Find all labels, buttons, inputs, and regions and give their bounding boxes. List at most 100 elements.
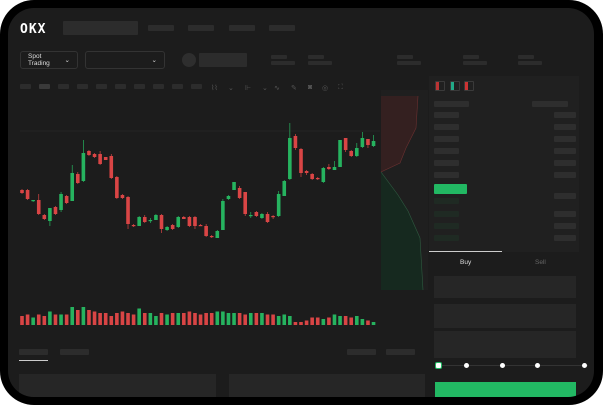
candlestick-chart[interactable] (8, 8, 594, 397)
orderbook-asks-icon[interactable] (464, 81, 474, 91)
ask-amount (554, 160, 576, 166)
candle-body (42, 215, 47, 219)
indicator-icon[interactable]: ⌇⌇ (211, 85, 218, 92)
stat-value (397, 61, 421, 65)
line-tool-icon[interactable]: ∿ (274, 85, 280, 92)
timeframe-button[interactable] (191, 84, 202, 89)
stat-label (518, 55, 534, 59)
filter-button[interactable] (386, 349, 415, 355)
candle-body (360, 138, 365, 147)
volume-bar (170, 313, 175, 325)
total-input[interactable] (434, 331, 576, 358)
candle-body (260, 214, 264, 218)
nav-item[interactable] (269, 25, 295, 31)
settings-icon[interactable]: ◎ (322, 85, 329, 92)
volume-bar (271, 314, 275, 325)
slider-handle[interactable] (435, 362, 442, 369)
volume-bar (137, 308, 141, 325)
filter-button[interactable] (347, 349, 376, 355)
volume-bar (115, 313, 119, 325)
candle-body (170, 225, 175, 229)
candle-body (254, 212, 259, 216)
volume-bar (327, 317, 331, 325)
volume-bar (371, 322, 376, 325)
timeframe-button[interactable] (77, 84, 88, 89)
orderbook-header (434, 101, 469, 107)
amount-input[interactable] (434, 304, 576, 328)
volume-bar (165, 314, 169, 325)
slider-stop[interactable] (535, 363, 540, 368)
candle-body (103, 157, 108, 160)
candle-body (343, 138, 348, 150)
candle-body (271, 216, 275, 218)
ask-amount (554, 172, 576, 178)
ask-price (434, 172, 459, 178)
candle-body (176, 217, 181, 227)
timeframe-button[interactable] (115, 84, 126, 89)
orders-tab[interactable] (19, 349, 48, 355)
stat-value (271, 61, 295, 65)
tab-sell[interactable]: Sell (535, 259, 546, 266)
volume-bar (31, 317, 35, 325)
timeframe-button[interactable] (20, 84, 31, 89)
nav-item[interactable] (229, 25, 255, 31)
ask-price (434, 136, 459, 142)
fullscreen-icon[interactable]: ⛶ (338, 84, 343, 91)
volume-bar (349, 317, 354, 325)
amount-slider[interactable] (438, 365, 588, 366)
pair-select[interactable]: ⌄ (85, 51, 165, 69)
timeframe-button[interactable] (58, 84, 69, 89)
orderbook-bids-icon[interactable] (450, 81, 460, 91)
volume-bar (193, 313, 197, 325)
bid-price (434, 235, 459, 241)
candle-body (198, 225, 203, 227)
price-placeholder (199, 53, 247, 67)
timeframe-button[interactable] (39, 84, 50, 89)
chevron-down-icon[interactable]: ⌄ (262, 85, 268, 92)
slider-stop[interactable] (500, 363, 505, 368)
volume-bar (70, 307, 75, 325)
volume-bar (103, 313, 108, 325)
orderbook-header (532, 101, 568, 107)
buy-button[interactable] (435, 382, 576, 397)
chevron-down-icon: ⌄ (64, 57, 70, 64)
last-price-highlight (434, 184, 467, 194)
candle-body (288, 138, 292, 179)
slider-stop[interactable] (464, 363, 469, 368)
volume-bar (154, 316, 158, 325)
timeframe-button[interactable] (172, 84, 183, 89)
search-placeholder[interactable] (63, 21, 138, 35)
orders-panel (19, 374, 216, 397)
volume-bar (215, 311, 220, 325)
orderbook-both-icon[interactable] (435, 81, 445, 91)
candle-body (304, 171, 309, 173)
candle-body (221, 201, 225, 230)
camera-icon[interactable]: ◙ (308, 84, 313, 91)
candle-body (182, 217, 186, 219)
price-input[interactable] (434, 276, 576, 298)
slider-stop[interactable] (582, 363, 587, 368)
pencil-icon[interactable]: ✎ (291, 85, 297, 92)
candle-body (131, 225, 136, 227)
nav-item[interactable] (188, 25, 214, 31)
volume-bar (299, 322, 303, 325)
tab-buy[interactable]: Buy (460, 259, 472, 266)
ask-price (434, 124, 459, 130)
candle-body (20, 190, 24, 193)
chart-type-icon[interactable]: ⊩ (245, 85, 252, 92)
nav-item[interactable] (148, 25, 174, 31)
history-tab[interactable] (60, 349, 89, 355)
candle-body (53, 207, 58, 214)
timeframe-button[interactable] (134, 84, 145, 89)
candle-body (126, 197, 130, 224)
candle-body (299, 149, 303, 173)
ask-amount (554, 148, 576, 154)
depth-bids-area (381, 172, 423, 290)
chevron-down-icon[interactable]: ⌄ (228, 85, 234, 92)
timeframe-button[interactable] (153, 84, 164, 89)
candle-body (215, 231, 220, 238)
stat-value (308, 61, 332, 65)
trading-mode-select[interactable]: Spot Trading ⌄ (20, 51, 78, 69)
timeframe-button[interactable] (96, 84, 107, 89)
candle-body (31, 200, 35, 202)
